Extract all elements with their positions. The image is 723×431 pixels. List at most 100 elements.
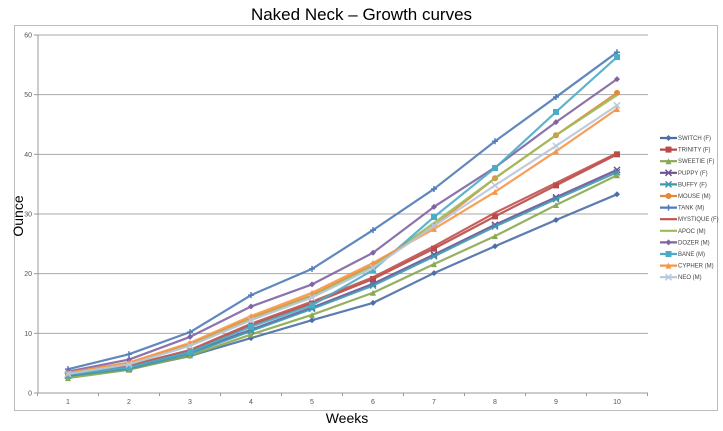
legend-label-apoc-m: APOC (M) bbox=[678, 229, 706, 235]
data-point-bane-m bbox=[370, 267, 376, 274]
x-tick-label: 8 bbox=[493, 399, 497, 406]
y-tick-label: 0 bbox=[28, 391, 32, 398]
data-point-neo-m bbox=[308, 294, 316, 302]
data-point-sweetie-f bbox=[492, 233, 498, 240]
data-point-tank-m bbox=[309, 265, 315, 272]
data-point-neo-m bbox=[247, 316, 255, 324]
legend-label-dozer-m: DOZER (M) bbox=[678, 240, 710, 246]
data-point-bane-m bbox=[614, 54, 620, 61]
chart-frame bbox=[14, 25, 718, 411]
series-line-cypher-m bbox=[67, 108, 618, 374]
legend-marker-switch-f bbox=[665, 135, 672, 141]
legend-marker-neo-m bbox=[664, 273, 673, 281]
data-point-dozer-m bbox=[309, 281, 315, 288]
legend-marker-puppy-f bbox=[664, 169, 673, 177]
legend-label-puppy-f: PUPPY (F) bbox=[678, 171, 708, 177]
series-line-mystique-f bbox=[67, 152, 618, 375]
data-point-cypher-m bbox=[248, 313, 254, 320]
y-tick-label: 10 bbox=[24, 331, 32, 338]
legend-marker-bane-m bbox=[665, 251, 672, 257]
data-point-cypher-m bbox=[553, 148, 559, 155]
x-axis-label: Weeks bbox=[325, 410, 369, 426]
legend-label-sweetie-f: SWEETIE (F) bbox=[678, 159, 714, 165]
y-tick-label: 50 bbox=[24, 92, 32, 99]
legend-marker-buffy-f bbox=[664, 180, 673, 188]
series-line-tank-m bbox=[67, 51, 618, 371]
data-point-bane-m bbox=[187, 348, 193, 355]
series-line-bane-m bbox=[67, 56, 618, 376]
data-point-sweetie-f bbox=[614, 172, 620, 179]
data-point-neo-m bbox=[125, 360, 133, 368]
data-point-neo-m bbox=[430, 222, 438, 230]
data-point-bane-m bbox=[126, 364, 132, 371]
legend-marker-mouse-m bbox=[665, 193, 672, 199]
data-point-trinity-f bbox=[370, 276, 376, 283]
legend-label-tank-m: TANK (M) bbox=[678, 206, 704, 212]
data-point-dozer-m bbox=[553, 119, 559, 126]
x-tick-label: 5 bbox=[310, 399, 314, 406]
data-point-neo-m bbox=[613, 101, 621, 109]
series-line-puppy-f bbox=[67, 168, 618, 377]
data-point-tank-m bbox=[553, 94, 559, 101]
data-point-dozer-m bbox=[187, 333, 193, 340]
legend-label-cypher-m: CYPHER (M) bbox=[678, 264, 714, 270]
data-point-sweetie-f bbox=[553, 202, 559, 209]
x-tick-label: 1 bbox=[66, 399, 70, 406]
data-point-switch-f bbox=[553, 216, 559, 223]
data-point-bane-m bbox=[492, 165, 498, 172]
series-line-sweetie-f bbox=[67, 174, 618, 380]
data-point-bane-m bbox=[248, 323, 254, 330]
y-tick-label: 40 bbox=[24, 152, 32, 159]
chart-title: Naked Neck – Growth curves bbox=[250, 5, 473, 24]
data-point-neo-m bbox=[369, 264, 377, 272]
x-tick-label: 6 bbox=[371, 399, 375, 406]
legend-label-bane-m: BANE (M) bbox=[678, 252, 705, 258]
data-point-trinity-f bbox=[553, 182, 559, 189]
series-line-buffy-f bbox=[67, 171, 618, 377]
x-tick-label: 4 bbox=[249, 399, 253, 406]
data-point-buffy-f bbox=[430, 252, 438, 260]
data-point-buffy-f bbox=[369, 282, 377, 290]
data-point-bane-m bbox=[553, 108, 559, 115]
data-point-cypher-m bbox=[431, 225, 437, 232]
legend-label-switch-f: SWITCH (F) bbox=[678, 136, 711, 142]
data-point-bane-m bbox=[309, 302, 315, 309]
x-tick-label: 9 bbox=[554, 399, 558, 406]
data-point-neo-m bbox=[491, 181, 499, 189]
data-point-cypher-m bbox=[309, 289, 315, 296]
data-point-tank-m bbox=[431, 185, 437, 192]
legend-label-neo-m: NEO (M) bbox=[678, 275, 702, 281]
data-point-switch-f bbox=[492, 243, 498, 250]
data-point-switch-f bbox=[431, 270, 437, 277]
y-tick-label: 60 bbox=[24, 33, 32, 40]
data-point-sweetie-f bbox=[65, 375, 71, 382]
data-point-dozer-m bbox=[248, 303, 254, 310]
data-point-cypher-m bbox=[370, 259, 376, 266]
data-point-switch-f bbox=[614, 191, 620, 198]
data-point-dozer-m bbox=[614, 76, 620, 83]
data-point-tank-m bbox=[126, 351, 132, 358]
data-point-puppy-f bbox=[613, 166, 621, 174]
data-point-switch-f bbox=[370, 299, 376, 306]
legend-marker-tank-m bbox=[665, 204, 672, 211]
data-point-dozer-m bbox=[370, 249, 376, 256]
data-point-trinity-f bbox=[431, 245, 437, 252]
x-tick-label: 7 bbox=[432, 399, 436, 406]
legend-marker-sweetie-f bbox=[665, 158, 672, 165]
data-point-bane-m bbox=[431, 213, 437, 220]
data-point-neo-m bbox=[64, 370, 72, 378]
data-point-buffy-f bbox=[613, 168, 621, 176]
data-point-neo-m bbox=[552, 142, 560, 150]
data-point-buffy-f bbox=[491, 222, 499, 231]
data-point-tank-m bbox=[248, 292, 254, 299]
data-point-switch-f bbox=[309, 317, 315, 324]
legend-label-mystique-f: MYSTIQUE (F) bbox=[678, 217, 719, 223]
series-line-neo-m bbox=[67, 104, 618, 375]
series-line-switch-f bbox=[67, 193, 618, 378]
data-point-tank-m bbox=[370, 227, 376, 234]
legend-label-trinity-f: TRINITY (F) bbox=[678, 148, 711, 154]
data-point-trinity-f bbox=[492, 213, 498, 220]
legend-label-buffy-f: BUFFY (F) bbox=[678, 182, 707, 188]
data-point-neo-m bbox=[186, 342, 194, 350]
